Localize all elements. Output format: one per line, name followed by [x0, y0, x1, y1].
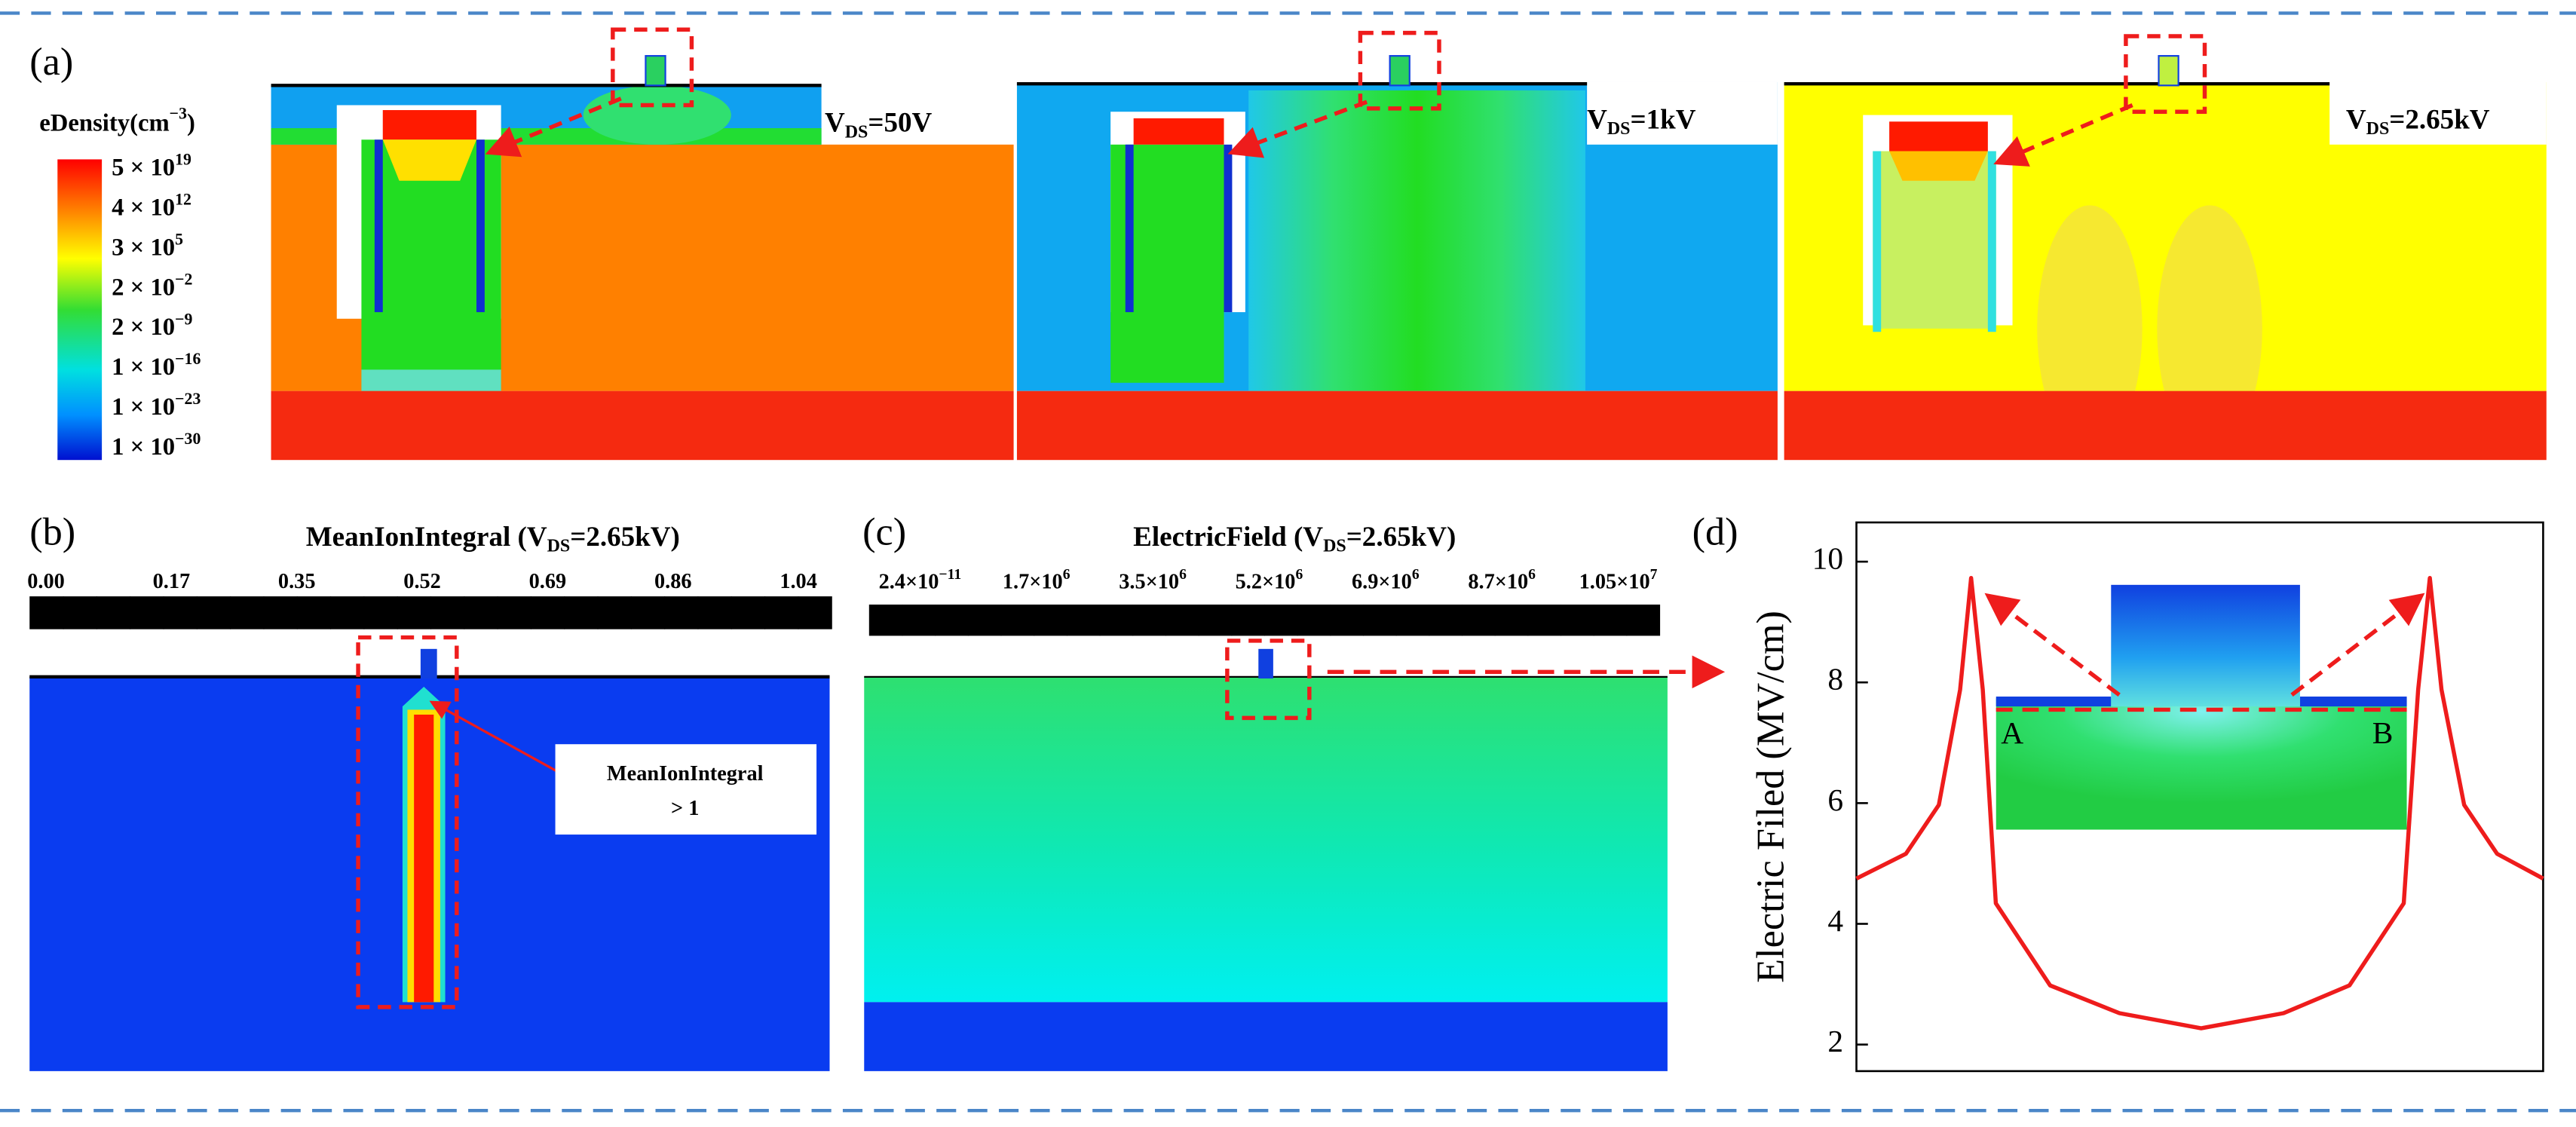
colorbar: 2.4×10−11 1.7×106 3.5×106 5.2×106 6.9×106 8.7… [868, 566, 1661, 636]
colorbar: 0.00 0.17 0.35 0.52 0.69 0.86 1.04 [27, 570, 832, 629]
y-tick-label: 2 [1827, 1024, 1843, 1058]
colorbar-label: 0.35 [278, 570, 316, 593]
colorbar-label: 0.69 [529, 570, 567, 593]
device-2.65kV [1784, 55, 2547, 461]
colorbar-label: 2.4×10−11 [879, 566, 962, 593]
y-tick-label: 10 [1812, 541, 1843, 576]
colorbar-label: 5.2×106 [1236, 566, 1303, 593]
panel-label: (b) [29, 510, 75, 553]
colorbar-label: 5 × 1019 [112, 151, 191, 181]
colorbar-label: 0.52 [403, 570, 441, 593]
colorbar [57, 159, 103, 461]
callout: > 1 [671, 797, 699, 820]
colorbar-label: 3 × 105 [112, 230, 183, 260]
colorbar-label: 4 × 1012 [112, 191, 191, 221]
colorbar-label: 1.7×106 [1003, 566, 1071, 593]
point-label: A [2001, 715, 2023, 750]
colorbar-label: 0.86 [654, 570, 692, 593]
condition-label: VDS=1kV [1587, 104, 1696, 139]
colorbar-label: 6.9×106 [1352, 566, 1420, 593]
y-tick-label: 4 [1827, 903, 1843, 938]
colorbar-label: 8.7×106 [1468, 566, 1536, 593]
colorbar-label: 1 × 10−30 [112, 430, 201, 460]
colorbar-label: 1.05×107 [1579, 566, 1658, 593]
colorbar-label: 1 × 10−23 [112, 390, 201, 420]
device-50V [271, 55, 1014, 461]
panel-title: MeanIonIntegral (VDS=2.65kV) [306, 521, 680, 556]
device-ion [29, 635, 830, 1071]
panel-label: (c) [862, 510, 906, 553]
panel-label: (a) [29, 40, 73, 84]
colorbar-label: 2 × 10−9 [112, 310, 192, 340]
y-tick-label: 8 [1827, 662, 1843, 697]
inset [1984, 584, 2425, 830]
callout: MeanIonIntegral [607, 762, 764, 786]
legend-labels: 5 × 1019 4 × 1012 3 × 105 2 × 10−2 2 × 10−9 1… [112, 151, 201, 461]
panel-title: ElectricField (VDS=2.65kV) [1133, 521, 1456, 556]
colorbar-label: 2 × 10−2 [112, 270, 192, 300]
panel-label: (d) [1692, 510, 1738, 553]
y-axis-label: Electric Filed (MV/cm) [1749, 611, 1793, 983]
colorbar-label: 1.04 [780, 570, 817, 593]
zoom-boxes [485, 27, 2207, 167]
colorbar-label: 0.00 [27, 570, 65, 593]
y-tick-label: 6 [1827, 782, 1843, 817]
data-line [1855, 575, 2544, 1031]
device-1kV [1016, 55, 1778, 461]
colorbar-label: 1 × 10−16 [112, 350, 201, 380]
legend-title: eDensity(cm−3) [39, 105, 195, 137]
condition-label: VDS=2.65kV [2346, 104, 2490, 139]
chart: 2 4 6 8 10 [1812, 541, 2544, 1058]
point-label: B [2372, 715, 2394, 750]
device-field [864, 639, 1726, 1071]
colorbar-label: 3.5×106 [1119, 566, 1187, 593]
condition-label: VDS=50V [825, 107, 933, 142]
colorbar-label: 0.17 [153, 570, 191, 593]
